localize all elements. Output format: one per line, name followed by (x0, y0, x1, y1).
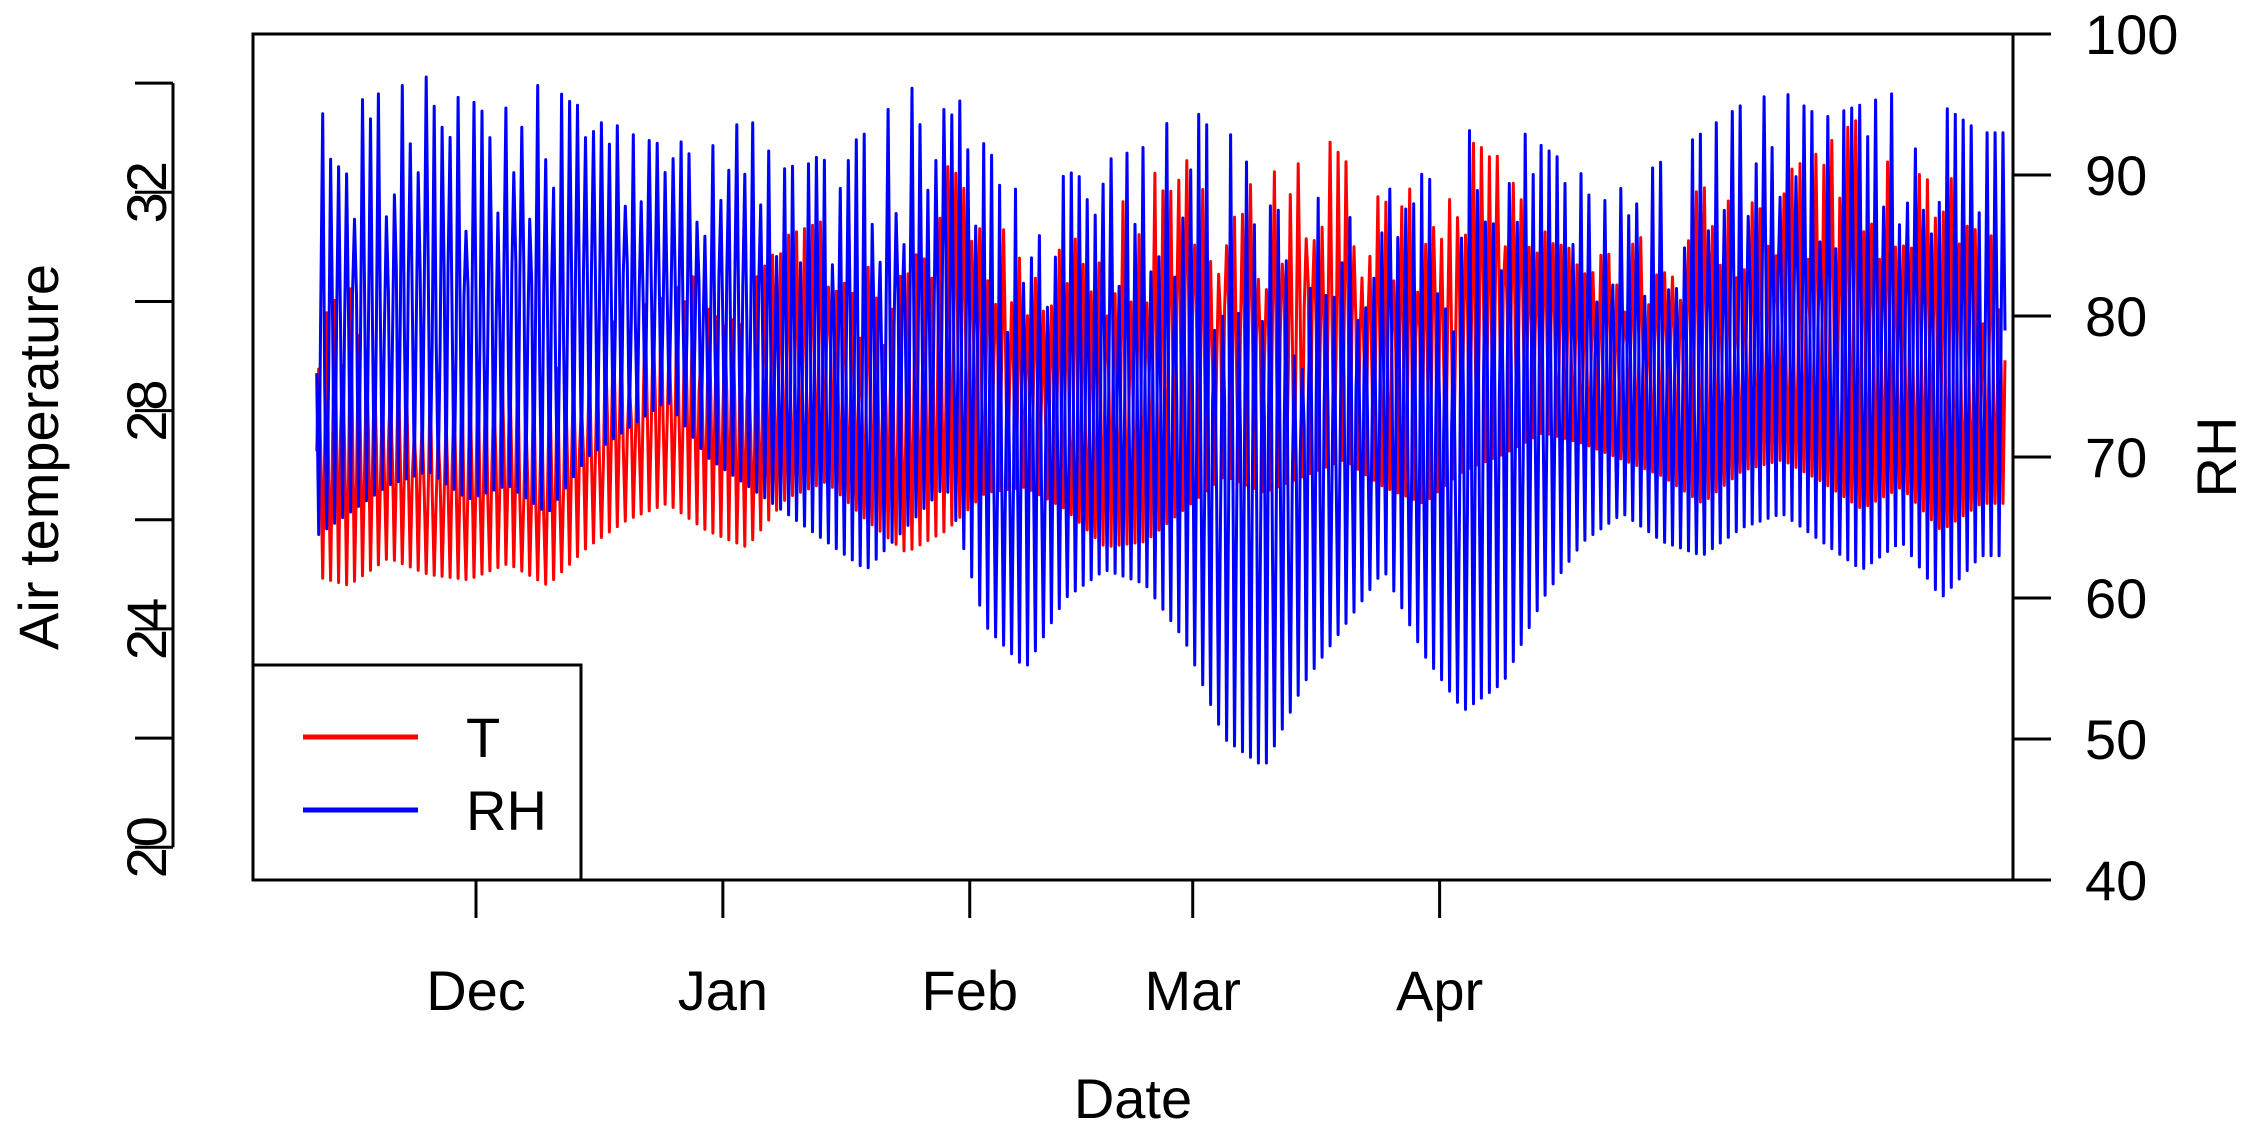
x-tick-label-1: Jan (678, 959, 768, 1022)
y-right-tick-label-0: 40 (2085, 849, 2147, 912)
y-right-tick-label-1: 50 (2085, 708, 2147, 771)
series-rh-line (315, 75, 2007, 765)
y-left-tick-label-0: 20 (115, 816, 178, 878)
y-left-tick-label-2: 28 (115, 379, 178, 441)
y-axis-right-title: RH (2185, 417, 2248, 498)
y-right-tick-label-4: 80 (2085, 285, 2147, 348)
y-axis-right: 40 50 60 70 80 90 100 (2013, 3, 2178, 912)
series-layer (315, 75, 2007, 765)
legend: T RH (251, 663, 583, 882)
y-right-tick-label-6: 100 (2085, 3, 2178, 66)
x-tick-label-4: Apr (1396, 959, 1483, 1022)
y-axis-left-title: Air temperature (7, 264, 70, 650)
y-left-tick-label-1: 24 (115, 598, 178, 660)
legend-box (251, 663, 583, 882)
legend-label-t: T (466, 706, 500, 769)
y-axis-left: 20 24 28 32 (115, 81, 178, 878)
x-tick-label-0: Dec (426, 959, 526, 1022)
x-tick-label-3: Mar (1145, 959, 1241, 1022)
x-axis-title: Date (1074, 1067, 1192, 1130)
x-tick-label-2: Feb (921, 959, 1018, 1022)
y-right-tick-label-5: 90 (2085, 144, 2147, 207)
y-right-tick-label-2: 60 (2085, 567, 2147, 630)
legend-label-rh: RH (466, 779, 547, 842)
y-right-tick-label-3: 70 (2085, 426, 2147, 489)
x-axis: Dec Jan Feb Mar Apr (426, 880, 1483, 1022)
y-left-tick-label-3: 32 (115, 161, 178, 223)
